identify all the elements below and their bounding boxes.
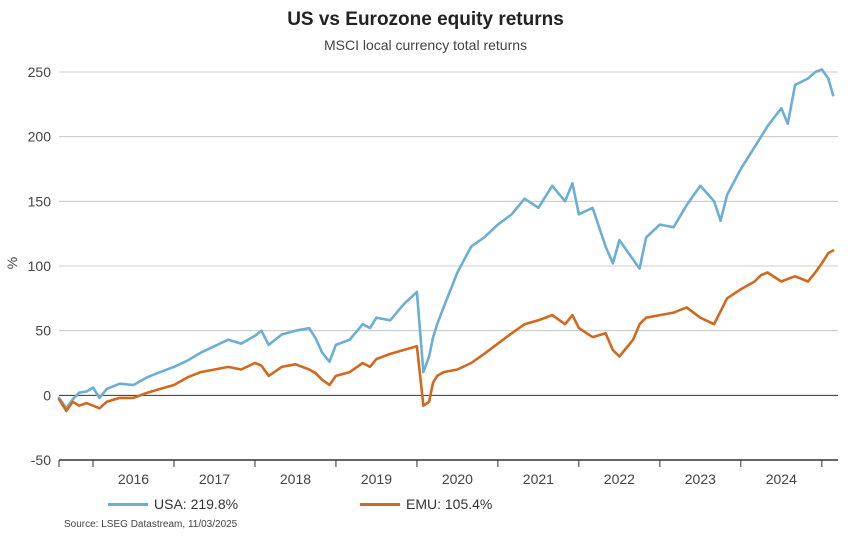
y-axis: -50 0 50 100 150 200 250 [28, 64, 52, 468]
chart-subtitle: MSCI local currency total returns [323, 37, 528, 53]
gridlines [59, 71, 838, 396]
y-tick-label: 0 [43, 387, 51, 403]
x-tick-label: 2024 [766, 471, 797, 487]
legend-usa: USA: 219.8% [108, 494, 238, 514]
y-tick-label: 150 [28, 193, 52, 209]
x-tick-label: 2023 [685, 471, 716, 487]
legend-label-usa: USA: 219.8% [154, 496, 239, 512]
legend-label-emu: EMU: 105.4% [406, 496, 493, 512]
y-axis-label: % [4, 257, 20, 269]
y-tick-label: 50 [35, 323, 51, 339]
x-tick-label: 2022 [604, 471, 635, 487]
x-tick-label: 2019 [361, 471, 392, 487]
y-tick-label: 250 [28, 64, 52, 80]
x-tick-label: 2021 [523, 471, 554, 487]
series-line-emu [57, 249, 835, 413]
series-line-usa [57, 68, 835, 410]
legend-swatch-usa [108, 502, 148, 506]
series-lines [57, 68, 835, 413]
legend-swatch-emu [360, 502, 400, 506]
chart-title: US vs Eurozone equity returns [287, 9, 564, 30]
source-note: Source: LSEG Datastream, 11/03/2025 [64, 519, 238, 530]
y-tick-label: 100 [28, 258, 52, 274]
x-tick-label: 2016 [118, 471, 149, 487]
x-tick-label: 2020 [442, 471, 473, 487]
y-tick-label: -50 [31, 452, 51, 468]
legend-emu: EMU: 105.4% [360, 494, 492, 514]
y-tick-label: 200 [28, 129, 52, 145]
x-tick-label: 2017 [199, 471, 230, 487]
x-axis: 2016 2017 2018 2019 2020 2021 2022 2023 2024 [58, 459, 838, 487]
x-tick-label: 2018 [280, 471, 311, 487]
